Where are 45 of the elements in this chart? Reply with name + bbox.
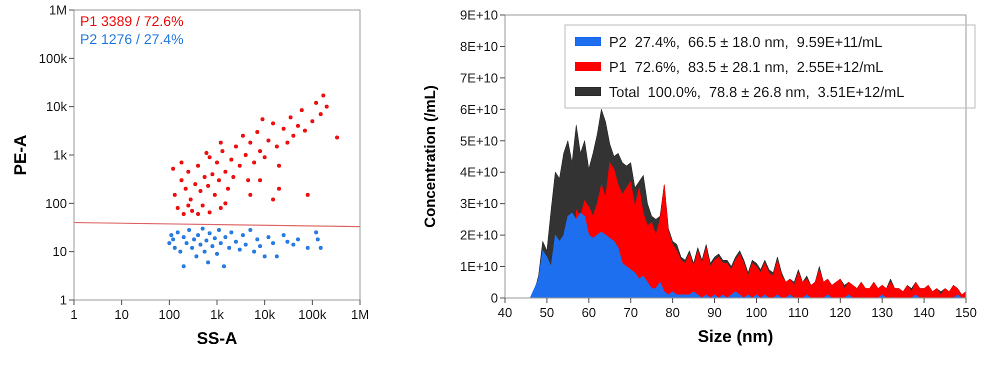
x-tick-label: 110 [788, 305, 809, 320]
x-tick-label: 80 [665, 305, 680, 320]
y-tick-label: 6E+10 [460, 102, 498, 117]
y-tick-label: 0 [490, 290, 498, 306]
y-tick-label: 1M [48, 2, 67, 18]
y-axis-title: Concentration (/mL) [422, 85, 439, 228]
x-tick-label: 1 [70, 307, 78, 322]
y-tick-label: 10k [46, 99, 68, 114]
x-tick-label: 90 [707, 305, 722, 320]
x-tick-label: 10k [254, 307, 276, 322]
y-tick-label: 1E+10 [460, 259, 498, 274]
x-tick-label: 1k [210, 307, 224, 322]
y-tick-label: 5E+10 [460, 133, 498, 148]
x-tick-label: 40 [498, 305, 512, 320]
x-axis-title: Size (nm) [698, 327, 774, 346]
x-tick-label: 120 [829, 305, 852, 320]
text: P1 3389 / 72.6% [80, 13, 184, 29]
legend-label: Total 100.0%, 78.8 ± 26.8 nm, 3.51E+12/mL [609, 85, 904, 101]
x-tick-label: 60 [582, 305, 596, 320]
x-tick-label: 10 [114, 307, 129, 322]
y-tick-label: 1 [60, 292, 67, 308]
y-tick-label: 10 [52, 244, 67, 260]
legend-label: P2 27.4%, 66.5 ± 18.0 nm, 9.59E+11/mL [609, 35, 882, 51]
y-tick-label: 8E+10 [460, 38, 498, 54]
legend-label: P1 72.6%, 83.5 ± 28.1 nm, 2.55E+12/mL [609, 60, 884, 76]
y-tick-label: 9E+10 [460, 8, 498, 22]
x-tick-label: 100k [298, 307, 327, 322]
y-tick-label: 100k [38, 50, 68, 66]
y-tick-label: 100 [45, 196, 67, 211]
y-tick-label: 3E+10 [460, 196, 498, 212]
y-tick-label: 1k [53, 148, 68, 162]
x-axis-title: SS-A [196, 329, 238, 348]
text: P2 1276 / 27.4% [80, 31, 184, 47]
x-tick-label: 130 [871, 305, 894, 320]
x-tick-label: 50 [540, 305, 554, 320]
y-tick-label: 4E+10 [460, 164, 498, 180]
x-tick-label: 150 [955, 305, 977, 320]
x-tick-label: 100 [746, 305, 768, 320]
y-tick-label: 7E+10 [460, 70, 498, 86]
x-tick-label: 70 [623, 305, 638, 320]
y-axis-title: PE-A [11, 134, 30, 176]
x-tick-label: 140 [913, 305, 935, 320]
x-tick-label: 100 [158, 307, 180, 322]
y-tick-label: 2E+10 [460, 228, 498, 243]
x-tick-label: 1M [350, 307, 370, 322]
